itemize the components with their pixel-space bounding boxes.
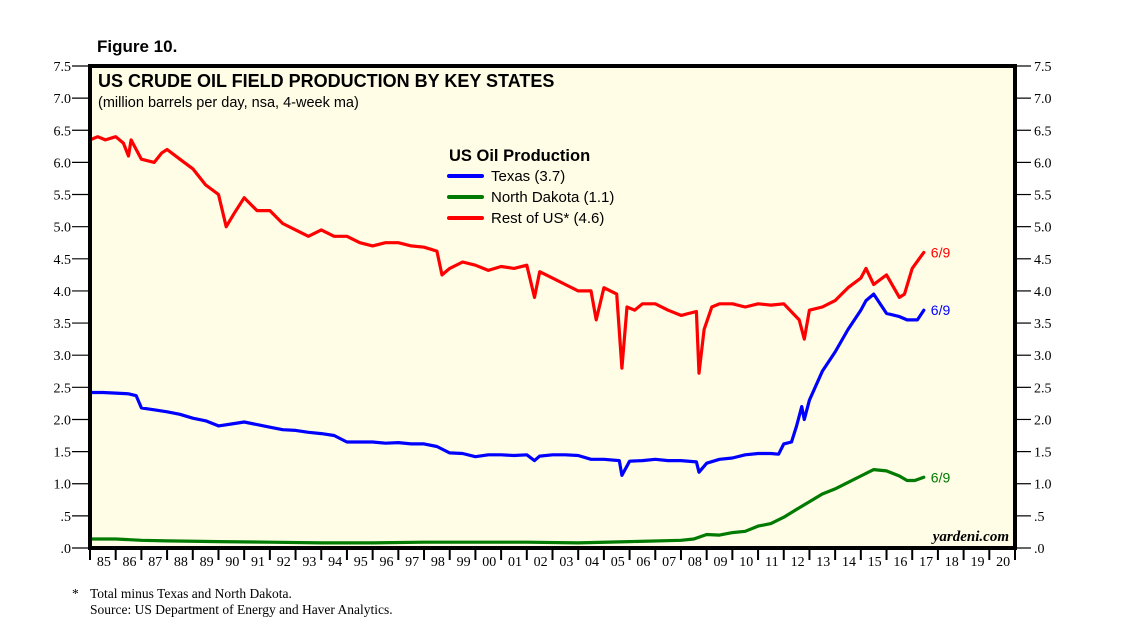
legend-title: US Oil Production bbox=[449, 147, 590, 165]
x-tick-label: 09 bbox=[714, 555, 728, 570]
y-tick-label-right: 5.5 bbox=[1034, 189, 1052, 204]
series-line-north-dakota bbox=[88, 468, 926, 545]
series-line-texas bbox=[88, 292, 926, 477]
x-tick-label: 95 bbox=[354, 555, 368, 570]
x-tick-label: 07 bbox=[662, 555, 676, 570]
legend: US Oil Production Texas (3.7) North Dakot… bbox=[447, 147, 614, 227]
footnote-source: Source: US Department of Energy and Have… bbox=[90, 602, 393, 617]
x-tick-label: 20 bbox=[996, 555, 1010, 570]
footnote-star-symbol: * bbox=[72, 586, 79, 601]
x-tick-label: 12 bbox=[791, 555, 805, 570]
watermark-yardeni: yardeni.com bbox=[931, 529, 1009, 545]
y-axis-left: .0 .5 1.0 1.5 2.0 2.5 3.0 3.5 4.0 4.5 5.0 5.5 6.0 6.5… bbox=[54, 60, 90, 557]
x-tick-label: 98 bbox=[431, 555, 445, 570]
y-tick-label-left: 2.5 bbox=[54, 381, 72, 396]
figure-label: Figure 10. bbox=[97, 37, 178, 56]
legend-entry-label: North Dakota (1.1) bbox=[491, 189, 614, 206]
y-tick-label-right: 6.0 bbox=[1034, 156, 1052, 171]
y-tick-label-left: .5 bbox=[61, 510, 72, 525]
y-tick-label-right: 4.5 bbox=[1034, 253, 1052, 268]
x-tick-label: 14 bbox=[842, 555, 856, 570]
y-tick-label-left: 2.0 bbox=[54, 413, 72, 428]
footnote-star-text: Total minus Texas and North Dakota. bbox=[90, 586, 292, 601]
x-tick-label: 13 bbox=[816, 555, 830, 570]
x-tick-label: 91 bbox=[251, 555, 265, 570]
y-tick-label-left: 4.0 bbox=[54, 285, 72, 300]
x-tick-label: 87 bbox=[148, 555, 162, 570]
series-line-rest-of-us bbox=[88, 135, 926, 375]
y-tick-label-right: .0 bbox=[1034, 542, 1045, 557]
y-tick-label-left: 6.0 bbox=[54, 156, 72, 171]
chart-subtitle: (million barrels per day, nsa, 4-week ma… bbox=[98, 95, 359, 111]
y-tick-label-right: 5.0 bbox=[1034, 221, 1052, 236]
y-tick-label-right: 3.5 bbox=[1034, 317, 1052, 332]
y-tick-label-left: .0 bbox=[61, 542, 72, 557]
x-tick-label: 17 bbox=[919, 555, 933, 570]
series-end-label-north-dakota: 6/9 bbox=[931, 469, 951, 485]
x-axis: 85 86 87 88 89 90 91 92 93 94 95 96 97 98 99 00 01 02 03 04… bbox=[89, 548, 1016, 570]
y-tick-label-left: 1.5 bbox=[54, 446, 72, 461]
x-tick-label: 99 bbox=[457, 555, 471, 570]
x-tick-label: 90 bbox=[225, 555, 239, 570]
y-tick-label-right: 2.5 bbox=[1034, 381, 1052, 396]
y-tick-label-left: 5.5 bbox=[54, 189, 72, 204]
y-tick-label-left: 7.0 bbox=[54, 92, 72, 107]
y-tick-label-left: 4.5 bbox=[54, 253, 72, 268]
legend-entry-label: Rest of US* (4.6) bbox=[491, 210, 604, 227]
x-tick-label: 86 bbox=[123, 555, 137, 570]
x-tick-label: 94 bbox=[328, 555, 342, 570]
series-end-label-texas: 6/9 bbox=[931, 302, 951, 318]
y-tick-label-left: 3.5 bbox=[54, 317, 72, 332]
x-tick-label: 18 bbox=[945, 555, 959, 570]
x-tick-label: 16 bbox=[893, 555, 907, 570]
x-tick-label: 06 bbox=[636, 555, 650, 570]
x-tick-label: 04 bbox=[585, 555, 599, 570]
y-tick-label-left: 1.0 bbox=[54, 478, 72, 493]
chart-title: US CRUDE OIL FIELD PRODUCTION BY KEY STA… bbox=[98, 71, 554, 91]
plot-area bbox=[90, 66, 1015, 548]
y-tick-label-right: 6.5 bbox=[1034, 124, 1052, 139]
x-tick-label: 08 bbox=[688, 555, 702, 570]
y-tick-label-right: 4.0 bbox=[1034, 285, 1052, 300]
y-tick-label-right: 1.5 bbox=[1034, 446, 1052, 461]
footnote-star: * Total minus Texas and North Dakota. bbox=[72, 586, 393, 602]
x-tick-label: 85 bbox=[97, 555, 111, 570]
y-tick-label-right: 1.0 bbox=[1034, 478, 1052, 493]
x-tick-label: 10 bbox=[739, 555, 753, 570]
x-tick-label: 96 bbox=[379, 555, 393, 570]
y-tick-label-left: 6.5 bbox=[54, 124, 72, 139]
legend-entry-label: Texas (3.7) bbox=[491, 168, 565, 185]
y-tick-label-right: 3.0 bbox=[1034, 349, 1052, 364]
y-axis-right: .0 .5 1.0 1.5 2.0 2.5 3.0 3.5 4.0 4.5 5.0 5.5 6.0 6.5… bbox=[1015, 60, 1052, 557]
x-tick-label: 88 bbox=[174, 555, 188, 570]
x-tick-label: 03 bbox=[559, 555, 573, 570]
y-tick-label-left: 7.5 bbox=[54, 60, 72, 75]
series-layer: 6/9 6/9 6/9 bbox=[88, 135, 951, 545]
x-tick-label: 19 bbox=[970, 555, 984, 570]
x-tick-label: 89 bbox=[200, 555, 214, 570]
y-tick-label-left: 5.0 bbox=[54, 221, 72, 236]
y-tick-label-right: .5 bbox=[1034, 510, 1045, 525]
x-tick-label: 11 bbox=[765, 555, 778, 570]
x-tick-label: 02 bbox=[534, 555, 548, 570]
x-tick-label: 05 bbox=[611, 555, 625, 570]
x-tick-label: 97 bbox=[405, 555, 419, 570]
x-tick-label: 93 bbox=[302, 555, 316, 570]
x-tick-label: 01 bbox=[508, 555, 522, 570]
x-tick-label: 00 bbox=[482, 555, 496, 570]
y-tick-label-right: 7.5 bbox=[1034, 60, 1052, 75]
y-tick-label-left: 3.0 bbox=[54, 349, 72, 364]
series-end-label-rest-of-us: 6/9 bbox=[931, 244, 951, 260]
x-tick-label: 15 bbox=[868, 555, 882, 570]
footnotes: * Total minus Texas and North Dakota. Sou… bbox=[72, 586, 393, 618]
y-tick-label-right: 2.0 bbox=[1034, 413, 1052, 428]
x-tick-label: 92 bbox=[277, 555, 291, 570]
y-tick-label-right: 7.0 bbox=[1034, 92, 1052, 107]
